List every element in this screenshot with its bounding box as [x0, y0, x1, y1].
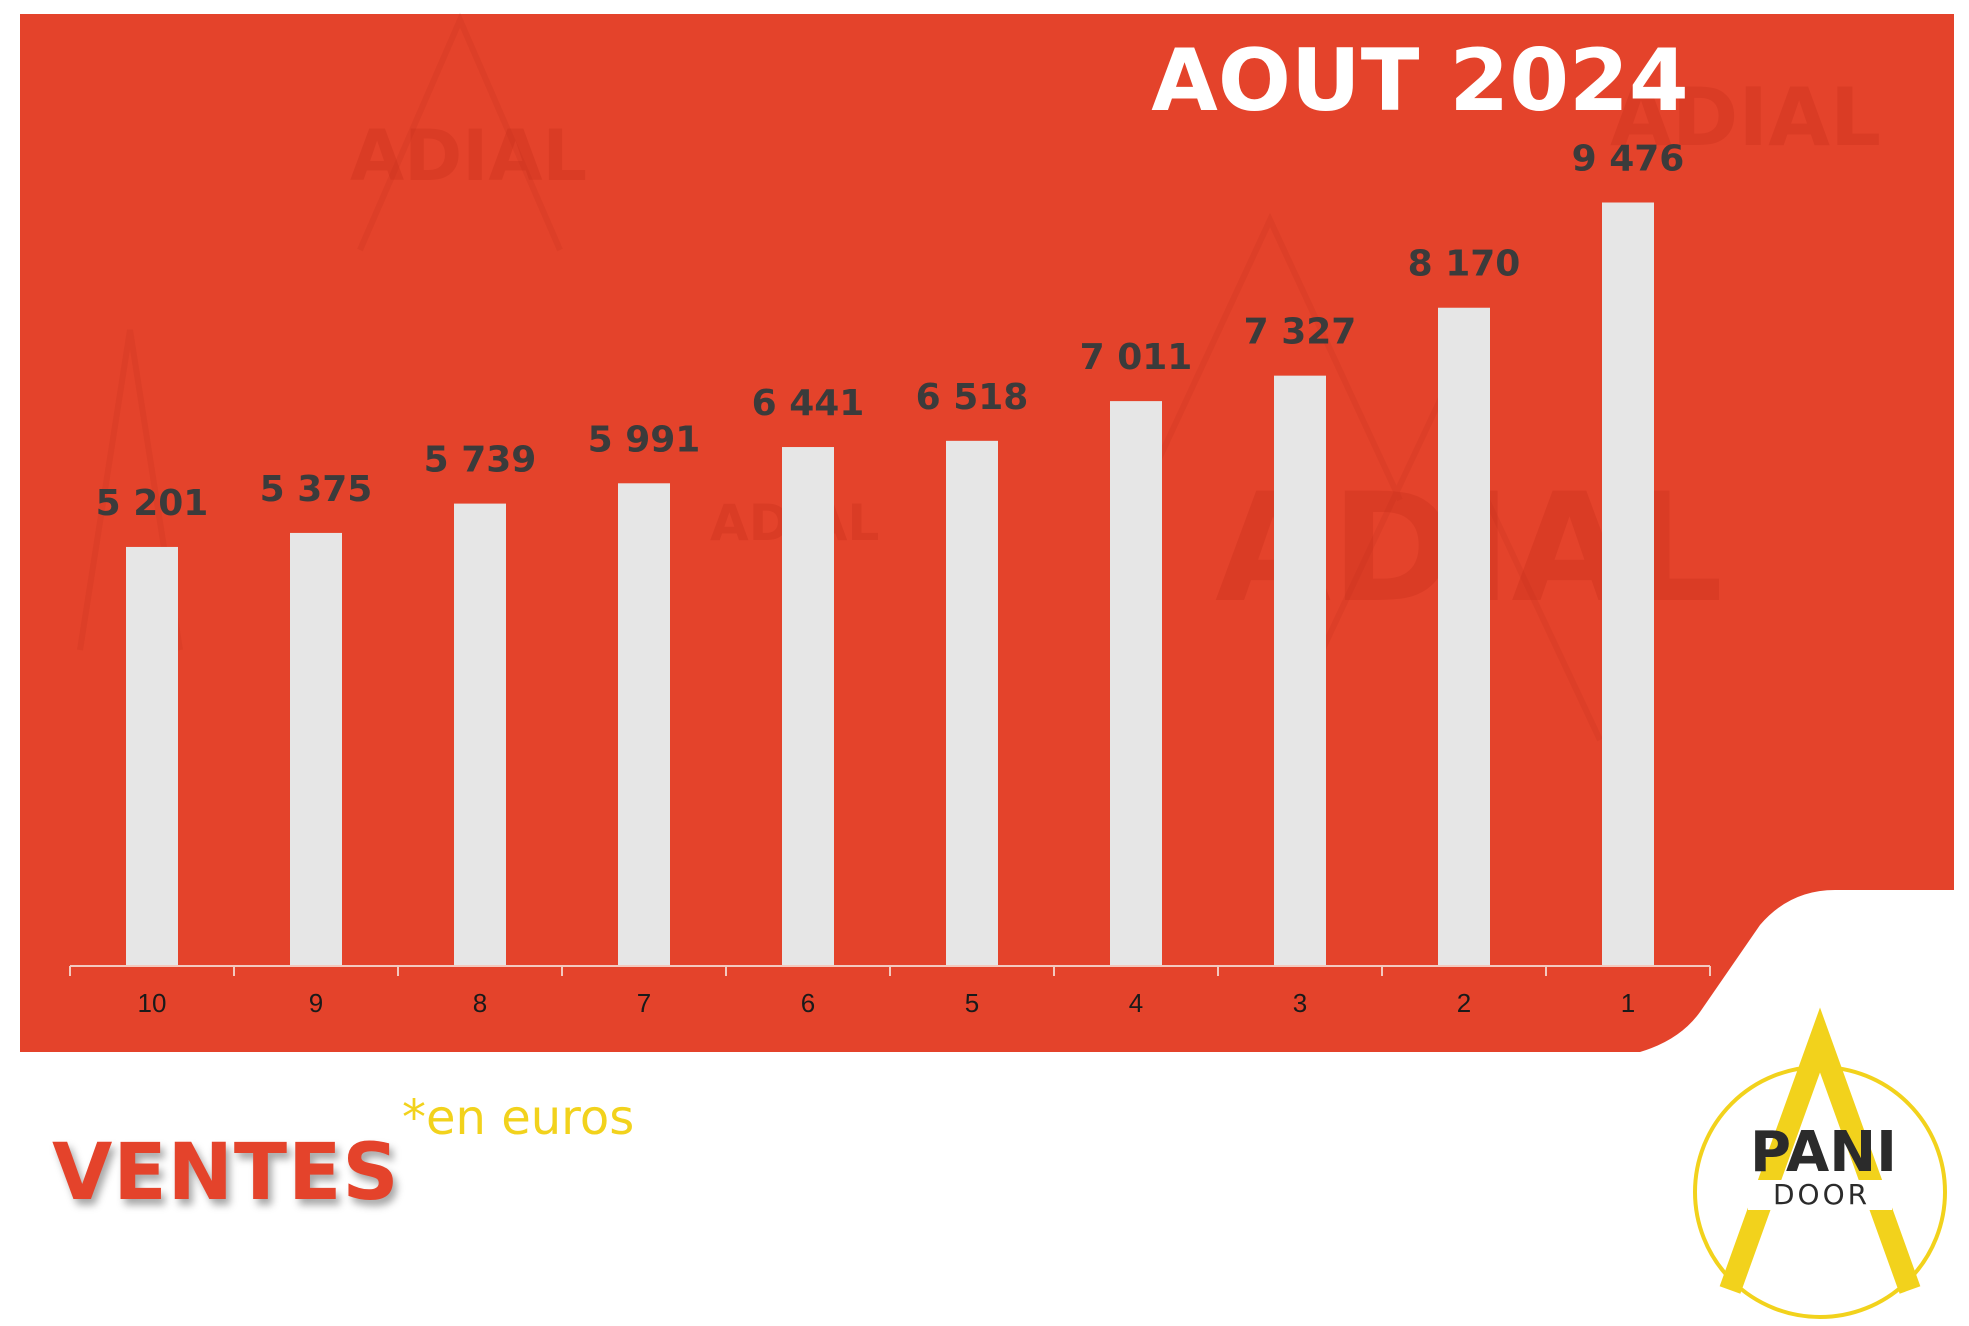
x-tick-label: 1 [1621, 988, 1635, 1018]
logo-text-secondary: DOOR [1773, 1178, 1871, 1211]
bar-9 [290, 532, 342, 966]
watermark-text: ADIAL [350, 115, 587, 197]
bar-10 [126, 546, 178, 966]
value-label: 6 441 [752, 383, 865, 424]
bar-3 [1274, 375, 1326, 966]
unit-note: *en euros [402, 1090, 635, 1146]
value-label: 9 476 [1572, 139, 1685, 180]
footer-label: VENTES [52, 1128, 400, 1218]
value-label: 5 991 [588, 419, 701, 460]
bar-1 [1602, 202, 1654, 967]
bar-2 [1438, 307, 1490, 966]
x-axis: 10 9 8 7 6 5 4 3 2 1 [69, 965, 1711, 1018]
value-label: 5 739 [424, 440, 537, 481]
x-tick-label: 8 [473, 988, 487, 1018]
bar-8 [454, 503, 506, 966]
x-tick-label: 5 [965, 988, 979, 1018]
x-tick-label: 2 [1457, 988, 1471, 1018]
x-tick-label: 9 [309, 988, 323, 1018]
value-label: 6 518 [916, 377, 1029, 418]
value-label: 7 327 [1244, 312, 1357, 353]
x-tick-label: 4 [1129, 988, 1143, 1018]
x-tick-label: 3 [1293, 988, 1307, 1018]
logo-text-primary: PANI [1750, 1120, 1897, 1185]
watermark-text: ADIAL [1610, 71, 1881, 164]
value-label: 5 201 [96, 483, 209, 524]
value-label: 5 375 [260, 469, 373, 510]
bar-6 [782, 447, 834, 966]
value-labels-layer: 5 201 5 375 5 739 5 991 6 441 6 518 7 011 7 327… [96, 139, 1685, 524]
bar-5 [946, 440, 998, 966]
value-label: 8 170 [1408, 244, 1521, 285]
x-tick-label: 7 [637, 988, 651, 1018]
value-label: 7 011 [1080, 337, 1193, 378]
bar-4 [1110, 401, 1162, 966]
x-tick-label: 10 [138, 988, 167, 1018]
bars-layer [126, 202, 1654, 967]
bar-7 [618, 483, 670, 966]
x-tick-label: 6 [801, 988, 815, 1018]
brand-logo [1693, 1007, 1947, 1319]
chart-title: AOUT 2024 [1151, 31, 1688, 131]
